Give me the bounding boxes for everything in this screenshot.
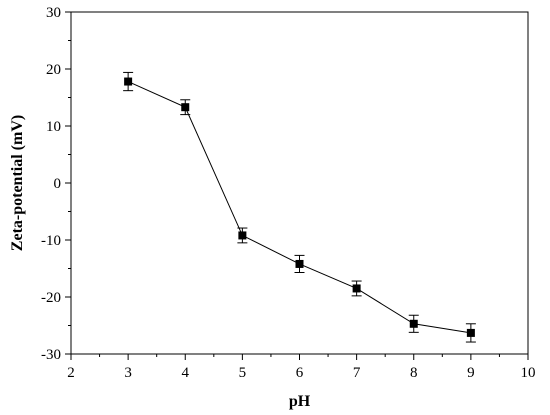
- series-line: [127, 81, 471, 334]
- data-point: [466, 328, 475, 337]
- data-point: [124, 77, 133, 86]
- x-tick-label: 6: [296, 365, 304, 381]
- y-tick-label: 10: [46, 119, 61, 135]
- x-tick-label: 5: [239, 365, 247, 381]
- x-tick-label: 10: [521, 365, 536, 381]
- x-tick-label: 4: [182, 365, 190, 381]
- data-point: [352, 284, 361, 293]
- data-point: [409, 319, 418, 328]
- y-tick-label: 30: [46, 5, 61, 21]
- x-tick-label: 8: [410, 365, 418, 381]
- data-point: [295, 259, 304, 268]
- y-tick-label: 20: [46, 62, 61, 78]
- x-tick-label: 2: [67, 365, 75, 381]
- plot-area: 2 3 4 5 6 7 8 9 10 -30 -20 -10 0 10 20 30: [41, 5, 536, 381]
- y-tick-label: -30: [41, 347, 61, 363]
- x-axis: 2 3 4 5 6 7 8 9 10: [67, 354, 536, 381]
- y-tick-label: -20: [41, 290, 61, 306]
- data-point: [181, 103, 190, 112]
- y-axis: -30 -20 -10 0 10 20 30: [41, 5, 71, 363]
- y-axis-title: Zeta-potential (mV): [9, 115, 26, 251]
- plot-frame: [70, 11, 529, 355]
- data-point: [238, 231, 247, 240]
- x-tick-label: 3: [124, 365, 132, 381]
- y-tick-label: 0: [54, 176, 62, 192]
- series-layer: [123, 71, 476, 343]
- x-tick-label: 9: [467, 365, 475, 381]
- x-tick-label: 7: [353, 365, 361, 381]
- y-tick-label: -10: [41, 233, 61, 249]
- x-axis-title: pH: [289, 393, 311, 410]
